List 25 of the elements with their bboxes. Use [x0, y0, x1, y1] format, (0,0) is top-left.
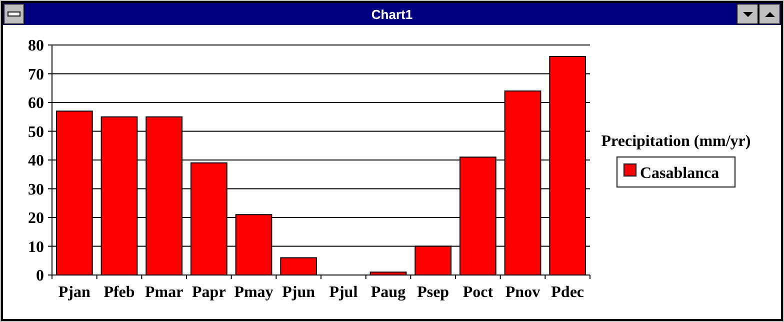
x-tick-label: Pdec: [551, 284, 584, 301]
x-tick-label: Poct: [462, 284, 494, 301]
x-tick-label: Pjan: [58, 284, 91, 301]
legend-label: Casablanca: [640, 165, 720, 182]
bar: [280, 257, 318, 276]
x-tick-label: Pfeb: [104, 284, 135, 301]
y-tick-label: 80: [28, 38, 44, 55]
x-tick-label: Pmar: [144, 284, 184, 301]
x-tick-label: Pjun: [282, 284, 316, 301]
x-tick-label: Pmay: [234, 284, 274, 301]
x-tick-label: Psep: [417, 284, 450, 301]
y-tick-label: 50: [28, 124, 44, 141]
x-tick-label: Pjul: [329, 284, 358, 301]
chart-title: Chart1: [371, 7, 413, 22]
y-tick-label: 20: [28, 210, 44, 228]
y-tick-label: 10: [28, 238, 44, 256]
x-tick-label: Paug: [370, 284, 406, 301]
y-tick-label: 70: [28, 66, 44, 84]
y-tick-label: 30: [28, 181, 44, 198]
y-tick-label: 60: [28, 95, 44, 112]
x-tick-label: Papr: [192, 284, 226, 301]
x-tick-label: Pnov: [505, 284, 540, 301]
y-tick-label: 40: [28, 152, 44, 170]
legend-title: Precipitation (mm/yr): [601, 133, 751, 150]
y-tick-label: 0: [36, 268, 44, 285]
